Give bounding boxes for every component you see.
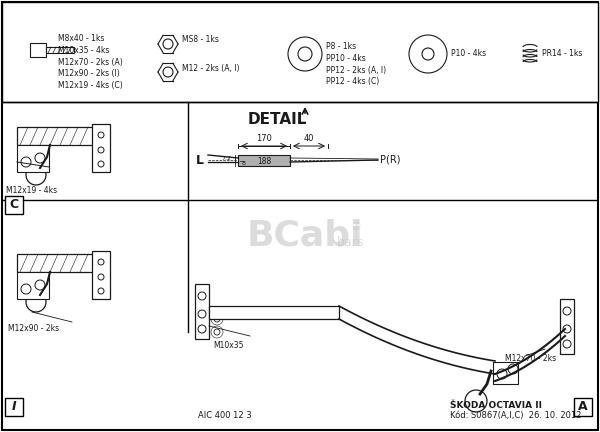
Text: L: L: [196, 153, 204, 166]
Circle shape: [98, 274, 104, 280]
FancyBboxPatch shape: [17, 272, 49, 299]
Circle shape: [563, 325, 571, 333]
FancyBboxPatch shape: [195, 284, 209, 339]
Circle shape: [163, 67, 173, 77]
FancyBboxPatch shape: [17, 254, 97, 272]
Circle shape: [198, 310, 206, 318]
Text: M10x35: M10x35: [213, 341, 244, 350]
Circle shape: [214, 329, 220, 335]
Text: MS8 - 1ks: MS8 - 1ks: [182, 35, 219, 44]
Circle shape: [98, 161, 104, 167]
Text: ŠKODA OCTAVIA II: ŠKODA OCTAVIA II: [450, 401, 542, 410]
Circle shape: [98, 132, 104, 138]
Circle shape: [163, 39, 173, 49]
Text: M12x19 - 4ks: M12x19 - 4ks: [7, 186, 58, 195]
Circle shape: [98, 259, 104, 265]
Text: DETAIL: DETAIL: [248, 112, 307, 127]
Circle shape: [26, 165, 46, 185]
Text: M12 - 2ks (A, I): M12 - 2ks (A, I): [182, 64, 239, 73]
Circle shape: [21, 284, 31, 294]
Circle shape: [21, 157, 31, 167]
FancyBboxPatch shape: [209, 306, 339, 319]
Circle shape: [563, 307, 571, 315]
Circle shape: [98, 288, 104, 294]
Text: 8: 8: [242, 161, 246, 166]
Text: P(R): P(R): [380, 155, 401, 165]
Text: BCabi: BCabi: [247, 218, 363, 252]
Circle shape: [288, 37, 322, 71]
Text: C: C: [10, 198, 19, 212]
FancyBboxPatch shape: [92, 251, 110, 299]
Circle shape: [508, 364, 518, 374]
Circle shape: [465, 390, 487, 412]
Text: A: A: [578, 400, 588, 413]
Circle shape: [298, 47, 312, 61]
FancyBboxPatch shape: [30, 43, 46, 57]
Circle shape: [214, 316, 220, 322]
FancyBboxPatch shape: [238, 155, 290, 166]
FancyBboxPatch shape: [560, 299, 574, 354]
Circle shape: [35, 153, 45, 163]
FancyBboxPatch shape: [17, 145, 49, 172]
FancyBboxPatch shape: [574, 398, 592, 416]
FancyBboxPatch shape: [17, 127, 97, 145]
Text: M12x70 - 2ks: M12x70 - 2ks: [505, 354, 556, 363]
Text: Kód: S0867(A,I,C)  26. 10. 2012: Kód: S0867(A,I,C) 26. 10. 2012: [450, 411, 581, 420]
Text: 40: 40: [304, 134, 314, 143]
Circle shape: [497, 369, 507, 379]
Circle shape: [409, 35, 447, 73]
Text: I: I: [11, 400, 16, 413]
FancyBboxPatch shape: [2, 2, 598, 102]
Circle shape: [26, 292, 46, 312]
Circle shape: [35, 280, 45, 290]
Circle shape: [422, 48, 434, 60]
FancyBboxPatch shape: [46, 47, 74, 53]
Text: AIC 400 12 3: AIC 400 12 3: [198, 411, 251, 420]
FancyBboxPatch shape: [493, 362, 518, 384]
Text: bars: bars: [337, 235, 364, 248]
Text: M12x90 - 2ks: M12x90 - 2ks: [8, 324, 59, 333]
Text: M8x40 - 1ks
M10x35 - 4ks
M12x70 - 2ks (A)
M12x90 - 2ks (I)
M12x19 - 4ks (C): M8x40 - 1ks M10x35 - 4ks M12x70 - 2ks (A…: [58, 34, 123, 90]
Text: PR14 - 1ks: PR14 - 1ks: [542, 50, 583, 58]
FancyBboxPatch shape: [5, 196, 23, 214]
Text: 188: 188: [257, 156, 271, 165]
FancyBboxPatch shape: [200, 216, 415, 254]
Circle shape: [98, 147, 104, 153]
Text: 170: 170: [256, 134, 272, 143]
FancyBboxPatch shape: [5, 398, 23, 416]
Polygon shape: [208, 155, 238, 162]
Circle shape: [563, 340, 571, 348]
Text: P10 - 4ks: P10 - 4ks: [451, 50, 486, 58]
Circle shape: [198, 325, 206, 333]
Circle shape: [198, 292, 206, 300]
Text: 7.2: 7.2: [221, 156, 231, 161]
Text: ®: ®: [352, 222, 362, 232]
Text: P8 - 1ks
PP10 - 4ks
PP12 - 2ks (A, I)
PP12 - 4ks (C): P8 - 1ks PP10 - 4ks PP12 - 2ks (A, I) PP…: [326, 42, 386, 86]
FancyBboxPatch shape: [92, 124, 110, 172]
